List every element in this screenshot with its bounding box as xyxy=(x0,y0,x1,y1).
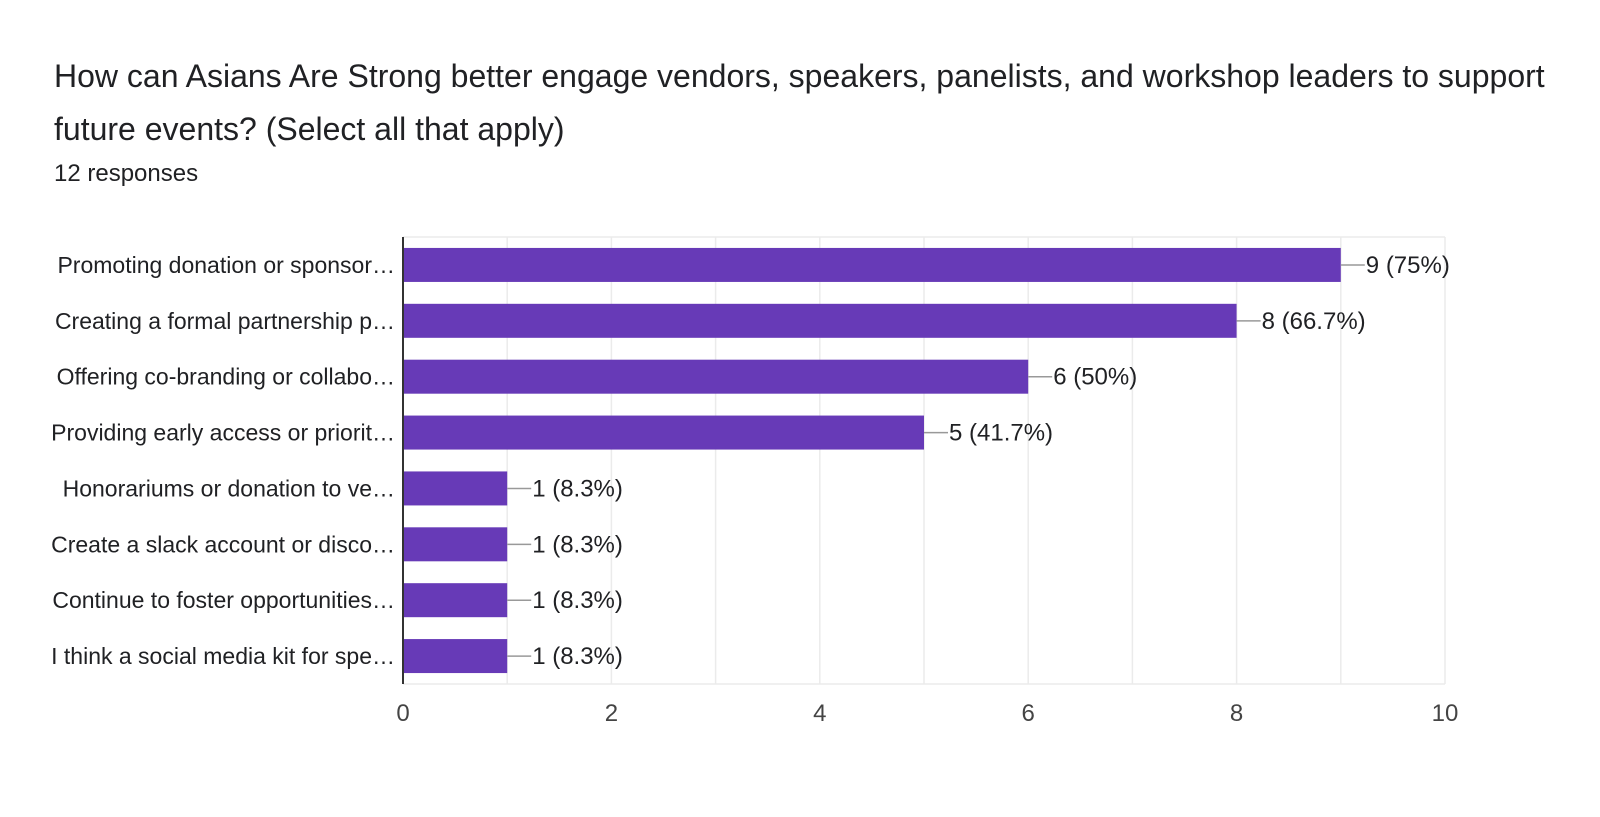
category-label: Create a slack account or disco… xyxy=(51,531,395,557)
bar xyxy=(403,583,508,618)
bar xyxy=(403,359,1029,394)
category-label: Promoting donation or sponsor… xyxy=(57,252,395,278)
response-count: 12 responses xyxy=(54,160,199,187)
bar xyxy=(403,303,1237,338)
x-tick-label: 6 xyxy=(1022,700,1035,727)
category-label: Creating a formal partnership p… xyxy=(55,308,395,334)
bar xyxy=(403,415,924,450)
bar xyxy=(403,471,508,506)
category-label: Providing early access or priorit… xyxy=(51,420,395,446)
x-tick-label: 2 xyxy=(605,700,618,727)
category-label: I think a social media kit for spe… xyxy=(51,643,395,669)
x-tick-label: 8 xyxy=(1230,700,1243,727)
data-label: 1 (8.3%) xyxy=(532,643,623,670)
question-title: How can Asians Are Strong better engage … xyxy=(54,58,1545,147)
data-label: 5 (41.7%) xyxy=(949,420,1053,447)
bar xyxy=(403,527,508,562)
bar xyxy=(403,247,1341,282)
category-label: Continue to foster opportunities… xyxy=(52,587,395,613)
category-label: Honorariums or donation to ve… xyxy=(63,475,395,501)
data-label: 6 (50%) xyxy=(1053,364,1137,391)
x-tick-label: 0 xyxy=(396,700,409,727)
bar xyxy=(403,639,508,674)
data-label: 1 (8.3%) xyxy=(532,475,623,502)
x-tick-label: 4 xyxy=(813,700,826,727)
data-label: 1 (8.3%) xyxy=(532,587,623,614)
data-label: 8 (66.7%) xyxy=(1262,308,1366,335)
data-label: 1 (8.3%) xyxy=(532,531,623,558)
category-label: Offering co-branding or collabo… xyxy=(57,364,395,390)
data-label: 9 (75%) xyxy=(1366,252,1450,279)
x-tick-label: 10 xyxy=(1432,700,1459,727)
